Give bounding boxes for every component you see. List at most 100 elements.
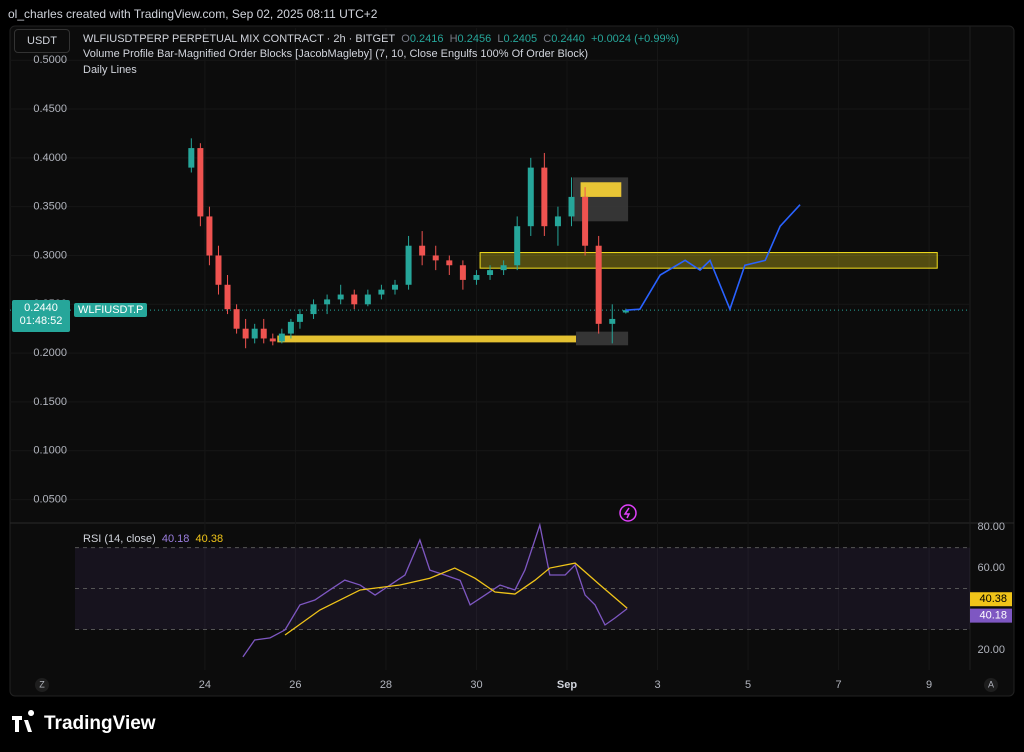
candle-body <box>351 294 358 305</box>
price-tag: 0.2440 01:48:52 <box>12 300 70 332</box>
candle-body <box>473 275 480 280</box>
candle-body <box>310 304 317 315</box>
candle-body <box>296 314 303 322</box>
c-label: C <box>543 33 552 45</box>
line-series <box>625 204 801 312</box>
x-tick-label: 5 <box>745 679 751 691</box>
candle-body <box>459 265 466 280</box>
alert-icon <box>619 504 637 522</box>
watermark: ol_charles created with TradingView.com,… <box>8 7 378 21</box>
zone <box>277 335 577 343</box>
y-tick-label: 0.3500 <box>33 201 67 213</box>
candle-body <box>541 167 548 227</box>
candle-body <box>337 294 344 300</box>
line-series <box>284 562 628 636</box>
x-tick-label: Sep <box>557 679 577 691</box>
zoom-button[interactable]: Z <box>35 678 49 692</box>
candle-body <box>215 255 222 285</box>
y-tick-label: 0.4500 <box>33 103 67 115</box>
indicator: Volume Profile Bar-Magnified Order Block… <box>83 48 589 60</box>
candle-body <box>364 294 371 305</box>
x-tick-label: 26 <box>289 679 301 691</box>
change: +0.0024 (+0.99%) <box>590 33 680 45</box>
last-price: 0.2440 <box>24 302 58 314</box>
value-tag-label: 40.38 <box>979 593 1007 605</box>
y-tick-label: 0.1000 <box>33 445 67 457</box>
l-label: L <box>497 33 504 45</box>
candle-body <box>568 196 575 217</box>
candle-body <box>251 328 258 339</box>
logo: TradingView <box>12 710 156 734</box>
logo-text: TradingView <box>44 713 156 734</box>
zone <box>479 252 938 269</box>
auto-button[interactable]: A <box>984 678 998 692</box>
y-tick-label: 20.00 <box>977 644 1005 656</box>
candle-body <box>278 333 285 342</box>
h-label: H <box>449 33 458 45</box>
candle-body <box>487 270 494 276</box>
y-tick-label: 60.00 <box>977 562 1005 574</box>
y-tick-label: 0.3000 <box>33 249 67 261</box>
rsi-value: 40.18 <box>161 533 190 545</box>
candle-body <box>378 289 385 295</box>
x-tick-label: 7 <box>835 679 841 691</box>
indicator: Daily Lines <box>83 64 137 76</box>
y-tick-label: 0.0500 <box>33 493 67 505</box>
zone <box>576 331 629 346</box>
candle-body <box>527 167 534 227</box>
candle-body <box>405 245 412 285</box>
button-label: A <box>988 679 994 689</box>
candle-body <box>242 328 249 339</box>
candle-body <box>287 321 294 334</box>
symbol: WLFIUSDTPERP PERPETUAL MIX CONTRACT · 2h… <box>83 33 396 45</box>
o-value: 0.2416 <box>409 33 444 45</box>
candle-body <box>432 255 439 261</box>
candle-body <box>324 299 331 305</box>
candle-body <box>233 309 240 329</box>
l-value: 0.2405 <box>503 33 538 45</box>
x-tick-label: 9 <box>926 679 932 691</box>
currency-button[interactable]: USDT <box>14 29 70 53</box>
x-tick-label: 3 <box>654 679 660 691</box>
candle-body <box>622 310 629 313</box>
panel <box>9 25 1015 697</box>
candle-body <box>269 338 276 342</box>
line-series <box>242 522 628 658</box>
x-tick-label: 28 <box>380 679 392 691</box>
c-value: 0.2440 <box>551 33 585 45</box>
candle-body <box>500 265 507 271</box>
x-tick-label: 24 <box>199 679 211 691</box>
y-tick-label: 80.00 <box>977 521 1005 533</box>
symbol-tag: WLFIUSDT.P <box>74 303 148 317</box>
candle-body <box>224 284 231 310</box>
value-tag <box>970 608 1012 623</box>
rsi-title: RSI (14, close) <box>83 533 156 545</box>
x-tick-label: 30 <box>470 679 482 691</box>
candle-body <box>514 226 521 266</box>
rsi-ma-value: 40.38 <box>195 533 224 545</box>
h-value: 0.2456 <box>457 33 492 45</box>
candle-body <box>260 328 267 339</box>
y-tick-label: 0.4000 <box>33 152 67 164</box>
button-label: Z <box>39 679 45 689</box>
y-tick-label: 0.5000 <box>33 54 67 66</box>
candle-body <box>419 245 426 256</box>
candle-body <box>554 216 561 227</box>
countdown: 01:48:52 <box>19 315 63 327</box>
candle-body <box>188 148 195 168</box>
candle-body <box>446 260 453 266</box>
y-tick-label: 0.2000 <box>33 347 67 359</box>
candle-body <box>206 216 213 256</box>
o-label: O <box>401 33 410 45</box>
candle-body <box>582 196 589 246</box>
legend-line: WLFIUSDTPERP PERPETUAL MIX CONTRACT · 2h… <box>83 33 679 45</box>
candle-body <box>391 284 398 290</box>
candle-body <box>595 245 602 324</box>
rsi-legend: RSI (14, close) 40.18 40.38 <box>83 533 223 545</box>
value-tag-label: 40.18 <box>979 610 1007 622</box>
y-tick-label: 0.1500 <box>33 396 67 408</box>
candle-body <box>609 318 616 324</box>
value-tag <box>970 592 1012 607</box>
